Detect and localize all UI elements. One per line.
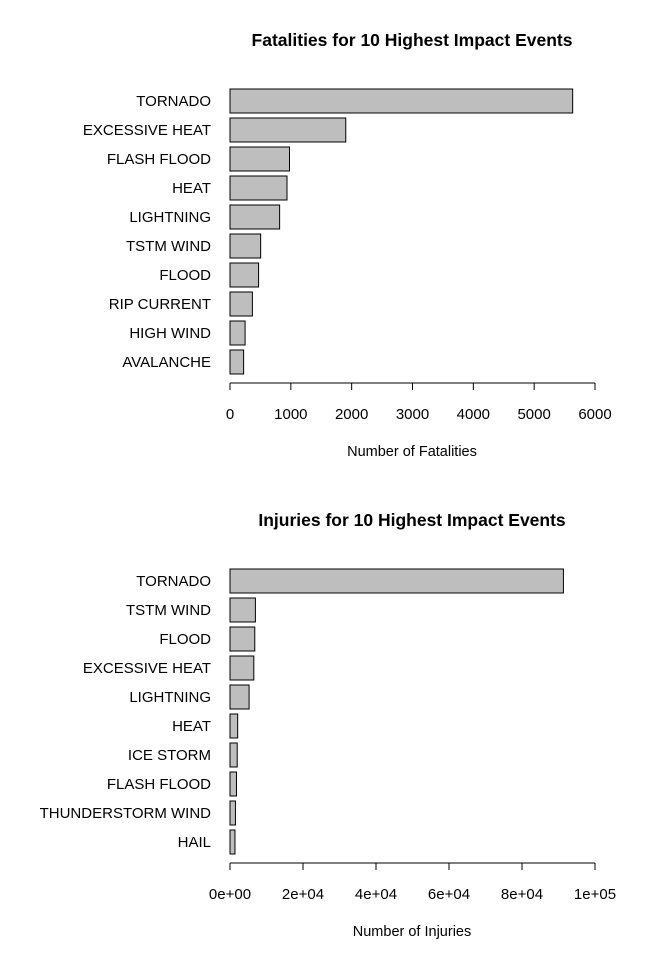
bar bbox=[229, 597, 256, 623]
category-label: EXCESSIVE HEAT bbox=[83, 660, 211, 677]
bar bbox=[229, 742, 238, 768]
bar bbox=[229, 175, 288, 201]
fatalities-chart: Fatalities for 10 Highest Impact Events T… bbox=[83, 30, 612, 460]
bar bbox=[229, 568, 564, 594]
x-tick-label: 6000 bbox=[578, 406, 611, 423]
x-axis-label: Number of Fatalities bbox=[347, 444, 477, 460]
bar bbox=[229, 117, 347, 143]
x-tick-label: 0 bbox=[226, 406, 234, 423]
category-label: FLOOD bbox=[159, 267, 211, 284]
bar bbox=[229, 146, 290, 172]
category-label: FLOOD bbox=[159, 631, 211, 648]
bar bbox=[229, 349, 245, 375]
x-tick-label: 3000 bbox=[396, 406, 429, 423]
category-label: RIP CURRENT bbox=[109, 296, 211, 313]
bar bbox=[229, 204, 281, 230]
bar bbox=[229, 233, 262, 259]
x-tick-label: 0e+00 bbox=[209, 886, 251, 903]
category-label: HAIL bbox=[178, 834, 211, 851]
category-label: FLASH FLOOD bbox=[107, 151, 211, 168]
x-tick-label: 1000 bbox=[274, 406, 307, 423]
chart-title: Fatalities for 10 Highest Impact Events bbox=[252, 30, 573, 50]
bar bbox=[229, 684, 250, 710]
x-tick-label: 1e+05 bbox=[574, 886, 616, 903]
bar bbox=[229, 829, 236, 855]
bar bbox=[229, 88, 574, 114]
bar bbox=[229, 655, 255, 681]
bar bbox=[229, 771, 237, 797]
x-axis-label: Number of Injuries bbox=[353, 924, 471, 940]
bar bbox=[229, 800, 236, 826]
category-label: FLASH FLOOD bbox=[107, 776, 211, 793]
category-label: TSTM WIND bbox=[126, 602, 211, 619]
x-tick-label: 4000 bbox=[457, 406, 490, 423]
category-label: EXCESSIVE HEAT bbox=[83, 122, 211, 139]
x-tick-label: 6e+04 bbox=[428, 886, 470, 903]
x-tick-label: 8e+04 bbox=[501, 886, 543, 903]
x-tick-label: 2e+04 bbox=[282, 886, 324, 903]
chart-title: Injuries for 10 Highest Impact Events bbox=[258, 510, 566, 530]
category-label: TORNADO bbox=[136, 93, 211, 110]
category-label: THUNDERSTORM WIND bbox=[40, 805, 212, 822]
category-label: LIGHTNING bbox=[129, 209, 211, 226]
x-tick-label: 4e+04 bbox=[355, 886, 397, 903]
category-label: TSTM WIND bbox=[126, 238, 211, 255]
x-tick-label: 5000 bbox=[517, 406, 550, 423]
bar bbox=[229, 291, 253, 317]
x-tick-label: 2000 bbox=[335, 406, 368, 423]
category-label: TORNADO bbox=[136, 573, 211, 590]
bar bbox=[229, 320, 246, 346]
category-label: HEAT bbox=[172, 180, 211, 197]
category-label: ICE STORM bbox=[128, 747, 211, 764]
category-label: LIGHTNING bbox=[129, 689, 211, 706]
bar bbox=[229, 713, 239, 739]
bar bbox=[229, 626, 256, 652]
category-label: AVALANCHE bbox=[122, 354, 211, 371]
injuries-chart: Injuries for 10 Highest Impact Events TOR… bbox=[40, 510, 616, 940]
category-label: HIGH WIND bbox=[129, 325, 211, 342]
bar bbox=[229, 262, 260, 288]
category-label: HEAT bbox=[172, 718, 211, 735]
